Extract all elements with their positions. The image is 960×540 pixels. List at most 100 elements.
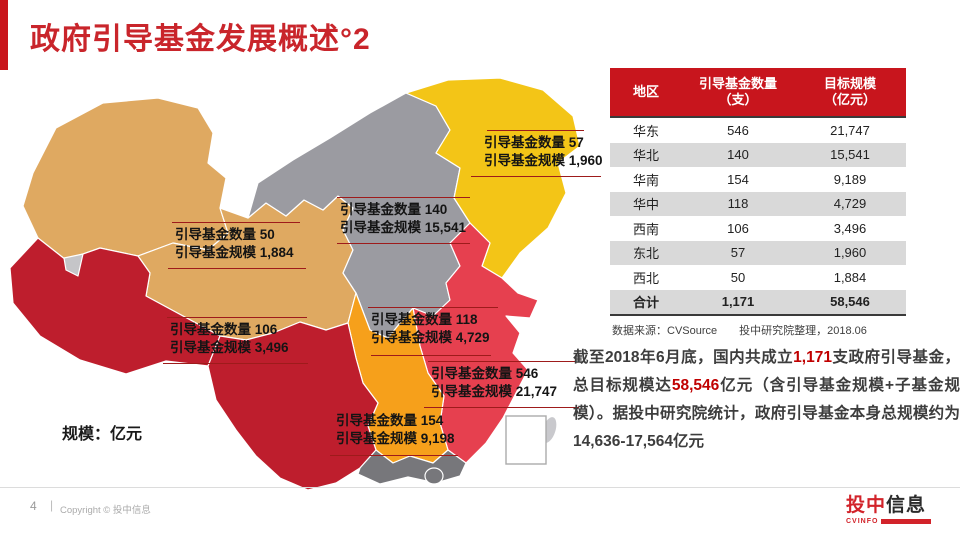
- logo-subline: CVINFO: [846, 518, 946, 525]
- callout-line: [167, 317, 307, 318]
- callout-line: [163, 363, 308, 364]
- callout-line: [428, 361, 575, 362]
- table-header-scale-line1: 目标规模: [823, 76, 876, 91]
- cell-count: 154: [727, 171, 749, 187]
- callout-count: 引导基金数量 140: [340, 202, 448, 217]
- copyright-text: Copyright © 投中信息: [60, 505, 151, 516]
- table-row: 华中 118 4,729: [610, 191, 906, 216]
- cell-region: 合计: [632, 295, 659, 311]
- summary-seg1: 截至2018年6月底，国内共成立: [573, 349, 794, 366]
- callout-line: [337, 197, 470, 198]
- cell-count: 57: [730, 245, 746, 261]
- cell-scale: 9,189: [833, 171, 867, 187]
- data-source: 数据来源：CVSource 投中研究院整理，2018.06: [612, 325, 867, 337]
- callout-scale: 引导基金规模 3,496: [170, 340, 289, 355]
- cell-count: 50: [730, 269, 746, 285]
- cell-region: 东北: [632, 246, 659, 262]
- callout-line: [471, 176, 601, 177]
- cell-count: 546: [727, 122, 749, 138]
- map-unit-label: 规模：亿元: [62, 426, 143, 443]
- logo-wordmark: 投中信息: [846, 490, 946, 517]
- cell-count: 106: [727, 220, 749, 236]
- table-header-region: 地区: [632, 84, 659, 99]
- callout-line: [424, 407, 579, 408]
- table-row: 华南 154 9,189: [610, 167, 906, 192]
- callout-southwest: 引导基金数量 106 引导基金规模 3,496: [170, 321, 289, 357]
- cell-scale: 21,747: [830, 122, 870, 138]
- logo-en-text: CVINFO: [846, 518, 879, 525]
- callout-east: 引导基金数量 546 引导基金规模 21,747: [431, 365, 557, 401]
- table-row: 华北 140 15,541: [610, 142, 906, 167]
- callout-count: 引导基金数量 154: [336, 413, 444, 428]
- table-header-count: 引导基金数量 （支）: [682, 76, 794, 108]
- china-map: [8, 78, 598, 490]
- callout-northeast: 引导基金数量 57 引导基金规模 1,960: [484, 134, 603, 170]
- table-row: 西北 50 1,884: [610, 265, 906, 290]
- map-region-northeast: [405, 78, 581, 279]
- table-header-row: 地区 引导基金数量 （支） 目标规模 （亿元）: [610, 68, 906, 118]
- cvinfo-logo: 投中信息 CVINFO: [846, 490, 946, 525]
- callout-line: [487, 130, 584, 131]
- cell-scale: 4,729: [833, 196, 867, 212]
- callout-scale: 引导基金规模 21,747: [431, 384, 558, 399]
- cell-scale: 58,546: [830, 294, 870, 310]
- cell-region: 西南: [632, 221, 659, 237]
- region-table: 地区 引导基金数量 （支） 目标规模 （亿元） 华东 546 21,747 华北…: [610, 68, 906, 316]
- table-header-scale: 目标规模 （亿元）: [794, 76, 906, 108]
- table-row: 西南 106 3,496: [610, 216, 906, 241]
- summary-seg2: 支政府引导基金，总目标规模达: [573, 349, 960, 394]
- callout-count: 引导基金数量 57: [484, 135, 584, 150]
- china-map-svg: [9, 78, 581, 490]
- table-row: 东北 57 1,960: [610, 240, 906, 265]
- callout-count: 引导基金数量 546: [431, 366, 539, 381]
- cell-count: 118: [727, 196, 749, 212]
- callout-line: [330, 455, 458, 456]
- title-accent-bar: [0, 0, 8, 70]
- south-china-sea-inset: [505, 415, 547, 465]
- cell-region: 西北: [632, 270, 659, 286]
- callout-line: [371, 355, 491, 356]
- callout-north: 引导基金数量 140 引导基金规模 15,541: [340, 201, 466, 237]
- map-region-neutral-west: [63, 253, 84, 277]
- callout-line: [368, 307, 498, 308]
- callout-scale: 引导基金规模 1,884: [175, 245, 294, 260]
- table-header-count-line1: 引导基金数量: [698, 76, 777, 91]
- table-total-row: 合计 1,171 58,546: [610, 289, 906, 316]
- callout-central: 引导基金数量 118 引导基金规模 4,729: [371, 311, 490, 347]
- footer-divider: [0, 487, 960, 488]
- cell-region: 华中: [632, 197, 659, 213]
- callout-scale: 引导基金规模 4,729: [371, 330, 490, 345]
- callout-line: [337, 243, 470, 244]
- callout-line: [168, 268, 306, 269]
- map-region-southwest: [207, 321, 379, 490]
- page-title: 政府引导基金发展概述°2: [30, 23, 371, 56]
- logo-cn-dark: 信息: [886, 495, 927, 516]
- cell-scale: 15,541: [830, 147, 870, 163]
- callout-count: 引导基金数量 106: [170, 322, 278, 337]
- summary-paragraph: 截至2018年6月底，国内共成立1,171支政府引导基金，总目标规模达58,54…: [573, 344, 960, 456]
- table-header-scale-line2: （亿元）: [823, 92, 876, 107]
- cell-region: 华南: [632, 172, 659, 188]
- cell-scale: 1,960: [833, 245, 867, 261]
- cell-scale: 3,496: [833, 220, 867, 236]
- callout-northwest: 引导基金数量 50 引导基金规模 1,884: [175, 226, 294, 262]
- map-region-hainan: [424, 467, 444, 485]
- callout-scale: 引导基金规模 1,960: [484, 153, 603, 168]
- callout-south: 引导基金数量 154 引导基金规模 9,198: [336, 412, 455, 448]
- cell-scale: 1,884: [833, 269, 867, 285]
- summary-seg3: 亿元（含引导基金规模+子基金规模）。据投中研究院统计，政府引导基金本身总规模约为…: [573, 377, 960, 450]
- page-number: 4: [30, 499, 37, 513]
- logo-red-bar: [881, 519, 932, 524]
- cell-region: 华东: [632, 123, 659, 139]
- footer-separator: |: [50, 498, 54, 512]
- callout-count: 引导基金数量 118: [371, 312, 478, 327]
- summary-highlight-count: 1,171: [793, 349, 832, 366]
- table-row: 华东 546 21,747: [610, 118, 906, 143]
- cell-count: 140: [727, 147, 749, 163]
- callout-count: 引导基金数量 50: [175, 227, 275, 242]
- cell-region: 华北: [632, 148, 659, 164]
- cell-count: 1,171: [721, 294, 755, 310]
- callout-scale: 引导基金规模 15,541: [340, 220, 467, 235]
- callout-scale: 引导基金规模 9,198: [336, 431, 455, 446]
